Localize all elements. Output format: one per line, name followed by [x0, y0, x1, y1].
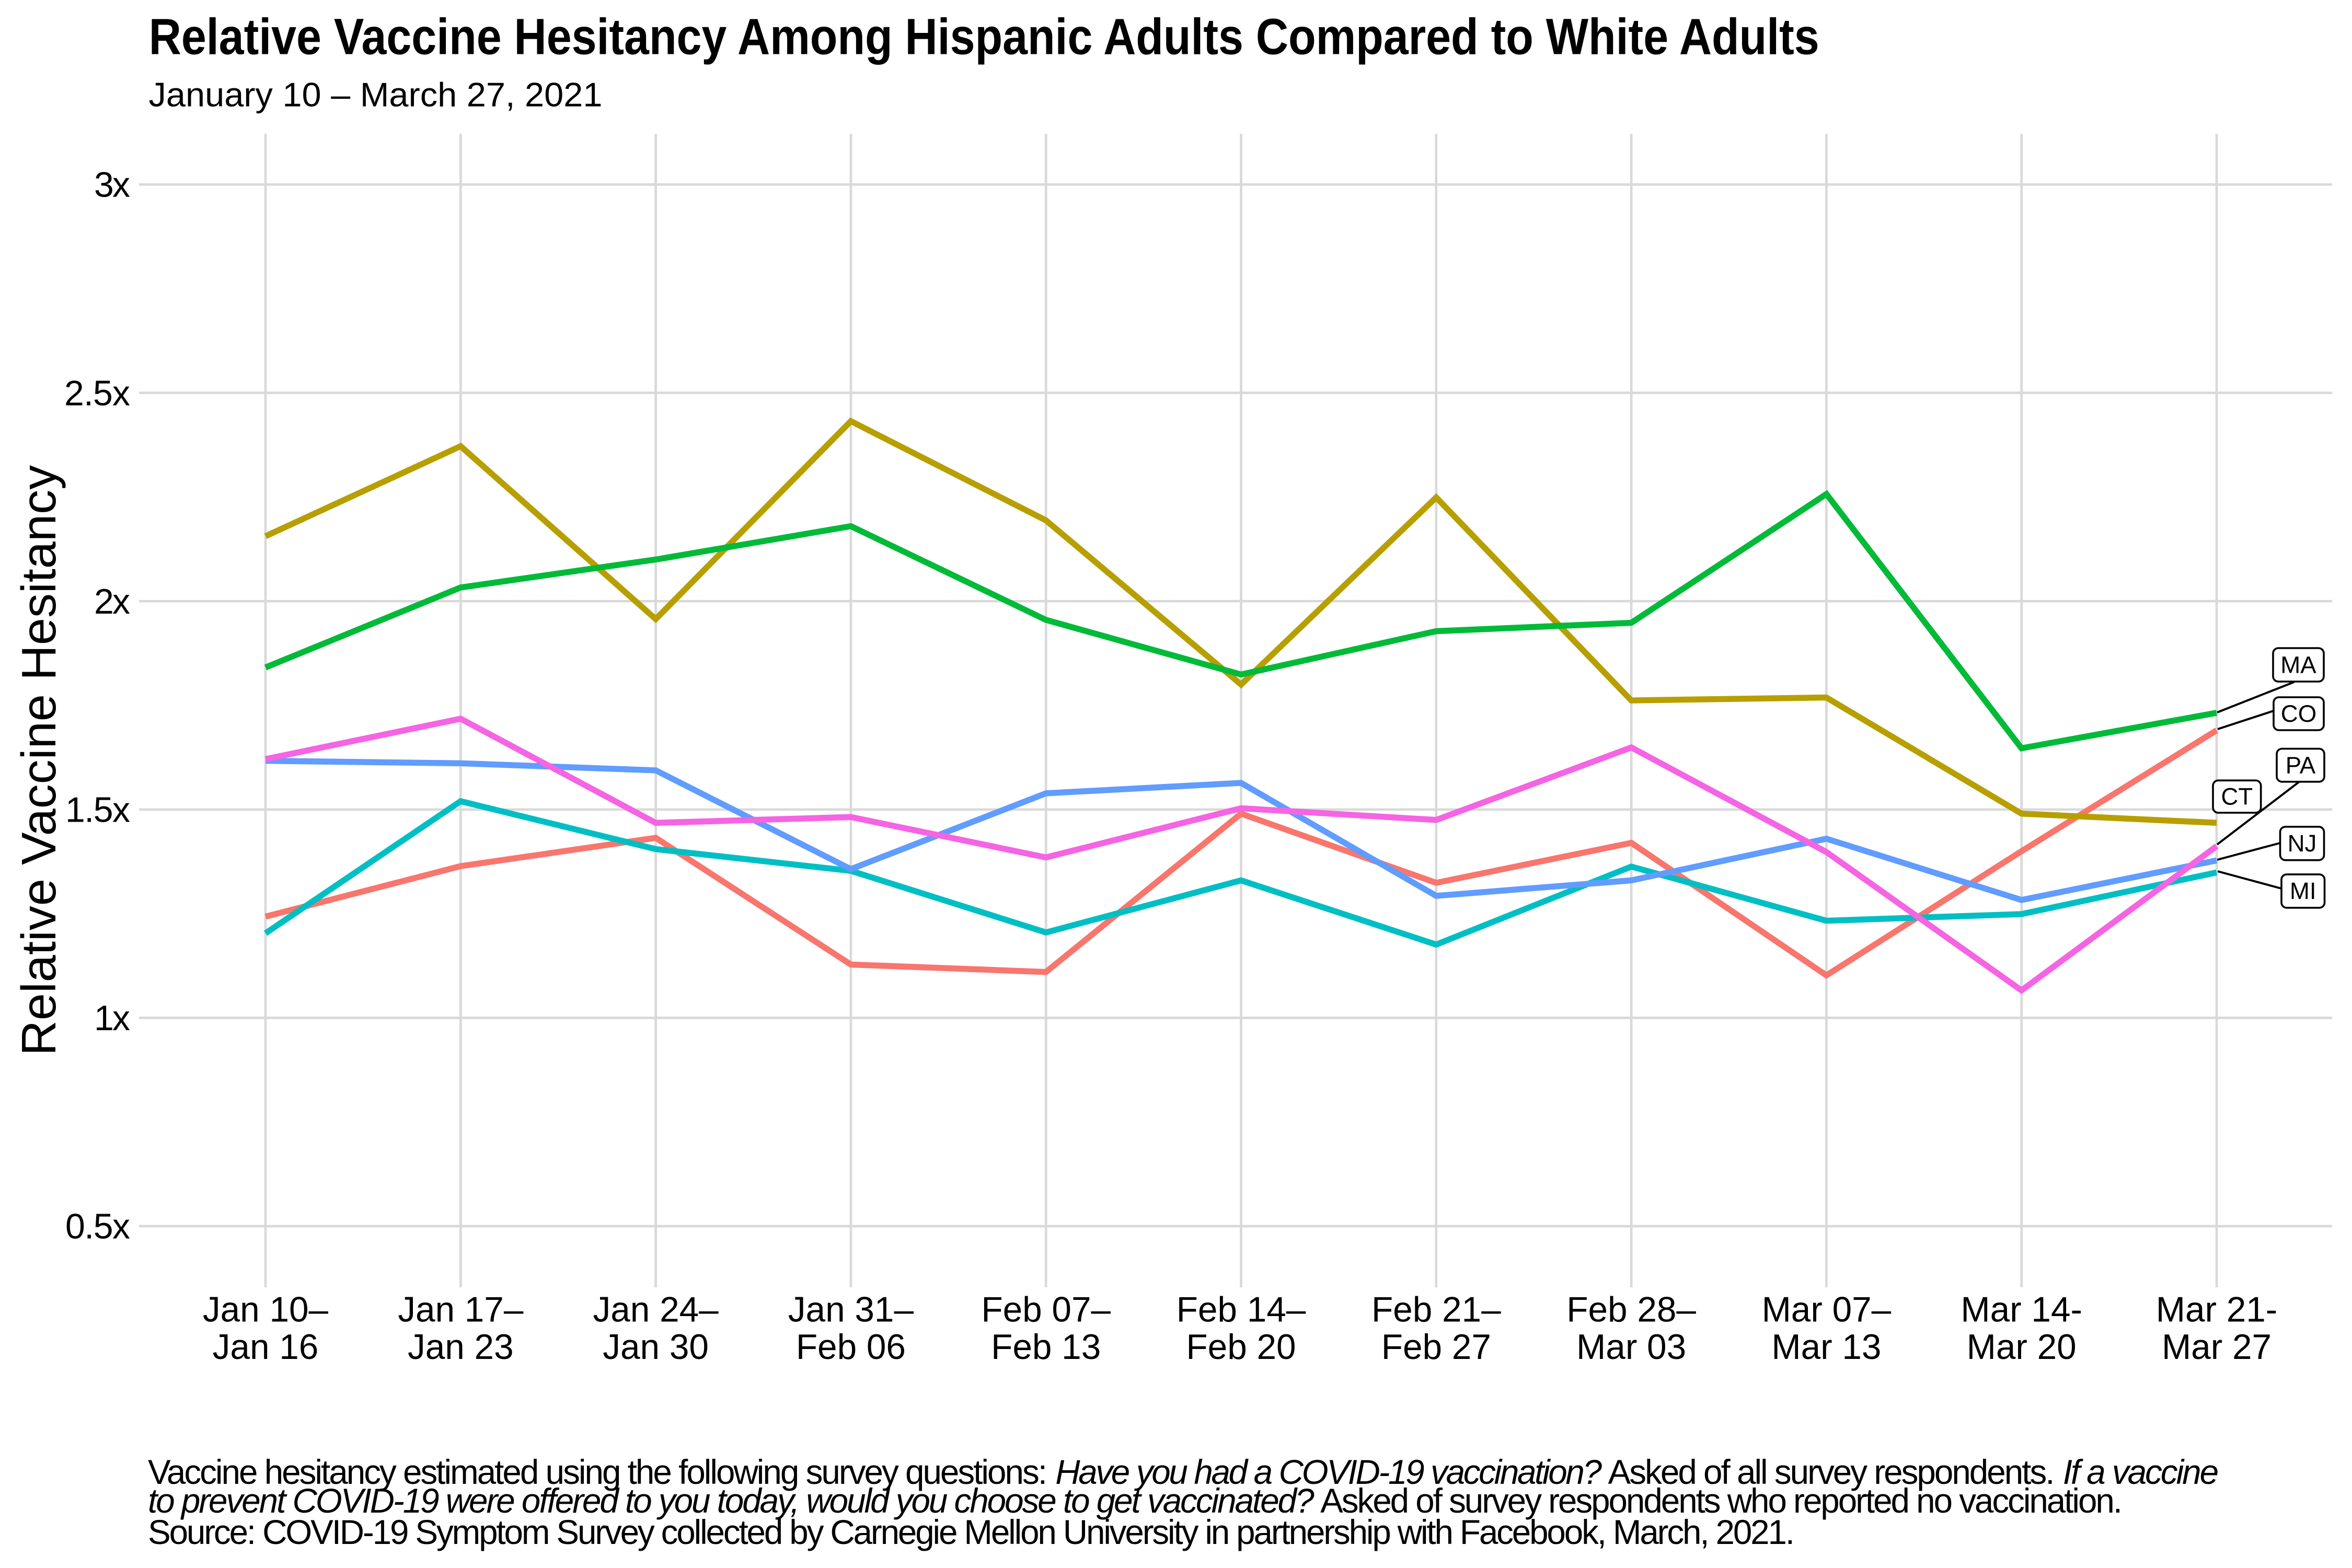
svg-text:Feb 27: Feb 27	[1381, 1328, 1491, 1367]
svg-text:Feb 13: Feb 13	[991, 1328, 1101, 1367]
svg-text:Relative Vaccine Hesitancy: Relative Vaccine Hesitancy	[11, 465, 66, 1056]
svg-text:Feb 07–: Feb 07–	[981, 1290, 1111, 1330]
svg-text:Jan 23: Jan 23	[408, 1328, 514, 1367]
svg-text:2.5x: 2.5x	[64, 373, 130, 413]
svg-text:Mar 14-: Mar 14-	[1961, 1290, 2082, 1330]
svg-text:If a vaccine: If a vaccine	[2063, 1453, 2219, 1491]
svg-text:0.5x: 0.5x	[65, 1207, 130, 1247]
svg-text:Asked of all survey respondent: Asked of all survey respondents.	[1602, 1453, 2063, 1491]
svg-text:to prevent COVID-19 were offer: to prevent COVID-19 were offered to you …	[148, 1482, 1315, 1520]
svg-text:PA: PA	[2286, 752, 2316, 779]
svg-text:Relative Vaccine Hesitancy Amo: Relative Vaccine Hesitancy Among Hispani…	[149, 8, 1819, 65]
svg-text:Jan 17–: Jan 17–	[398, 1290, 524, 1330]
svg-text:Feb 28–: Feb 28–	[1566, 1290, 1696, 1330]
svg-text:MI: MI	[2290, 878, 2316, 904]
svg-text:1x: 1x	[94, 998, 130, 1038]
svg-text:Feb 20: Feb 20	[1186, 1328, 1296, 1367]
svg-text:Jan 24–: Jan 24–	[593, 1290, 719, 1330]
svg-text:1.5x: 1.5x	[65, 790, 130, 830]
svg-text:Feb 06: Feb 06	[796, 1328, 906, 1367]
svg-text:3x: 3x	[94, 165, 130, 205]
svg-text:Source: COVID-19 Symptom Surve: Source: COVID-19 Symptom Survey collecte…	[148, 1513, 1795, 1551]
svg-text:Jan 16: Jan 16	[213, 1328, 319, 1367]
svg-text:Asked of survey respondents wh: Asked of survey respondents who reported…	[1315, 1482, 2123, 1520]
svg-text:2x: 2x	[94, 582, 130, 621]
svg-text:Jan 10–: Jan 10–	[203, 1290, 329, 1330]
svg-text:MA: MA	[2280, 652, 2316, 678]
svg-text:Vaccine hesitancy estimated us: Vaccine hesitancy estimated using the fo…	[148, 1453, 1055, 1491]
svg-text:Feb 14–: Feb 14–	[1177, 1290, 1306, 1330]
svg-text:NJ: NJ	[2288, 830, 2317, 857]
svg-text:Feb 21–: Feb 21–	[1371, 1290, 1501, 1330]
svg-text:Mar 07–: Mar 07–	[1762, 1290, 1892, 1330]
svg-text:Jan 30: Jan 30	[603, 1328, 709, 1367]
svg-text:Mar 13: Mar 13	[1771, 1328, 1881, 1367]
svg-text:Mar 27: Mar 27	[2162, 1328, 2272, 1367]
svg-text:Mar 21-: Mar 21-	[2156, 1290, 2278, 1330]
svg-text:CO: CO	[2281, 700, 2316, 727]
svg-text:Mar 03: Mar 03	[1576, 1328, 1686, 1367]
svg-text:CT: CT	[2221, 783, 2253, 810]
svg-text:Jan 31–: Jan 31–	[788, 1290, 914, 1330]
svg-text:January 10 – March 27, 2021: January 10 – March 27, 2021	[149, 76, 603, 114]
svg-text:Have you had a COVID-19 vaccin: Have you had a COVID-19 vaccination?	[1055, 1453, 1602, 1491]
svg-text:Mar 20: Mar 20	[1967, 1328, 2077, 1367]
